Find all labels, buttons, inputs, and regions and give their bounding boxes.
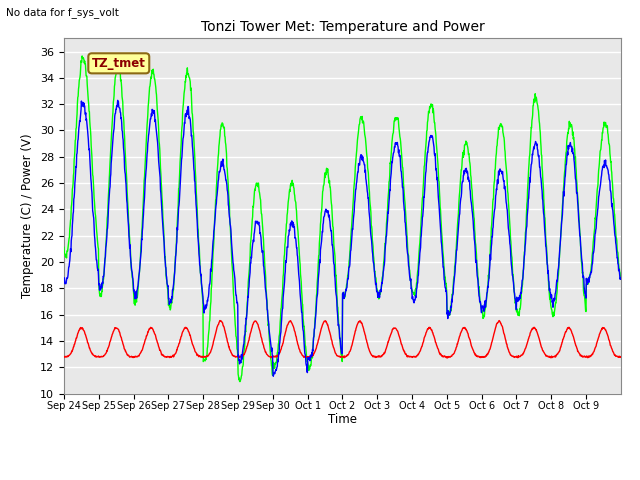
Legend: Panel T, Battery V, Air T: Panel T, Battery V, Air T <box>190 478 495 480</box>
Text: TZ_tmet: TZ_tmet <box>92 57 146 70</box>
Text: No data for f_sys_volt: No data for f_sys_volt <box>6 7 119 18</box>
Title: Tonzi Tower Met: Temperature and Power: Tonzi Tower Met: Temperature and Power <box>200 21 484 35</box>
Y-axis label: Temperature (C) / Power (V): Temperature (C) / Power (V) <box>22 134 35 298</box>
X-axis label: Time: Time <box>328 413 357 426</box>
